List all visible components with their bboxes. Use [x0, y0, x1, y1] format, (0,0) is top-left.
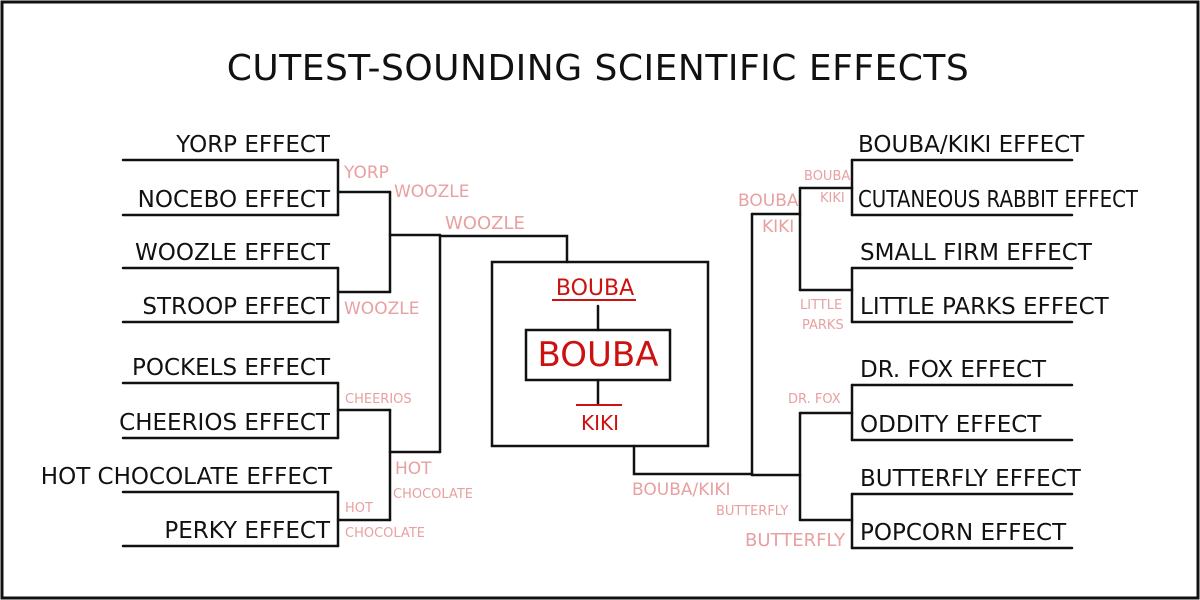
right-r2-winner-kiki: KIKI: [762, 217, 794, 237]
left-entrant-4: STROOP EFFECT: [142, 294, 331, 320]
right-semi-winner: BOUBA/KIKI: [632, 480, 731, 500]
final-bottom-name: KIKI: [581, 411, 619, 435]
left-entrants: YORP EFFECT NOCEBO EFFECT WOOZLE EFFECT …: [41, 132, 333, 544]
final-outer-box: [490, 260, 710, 448]
right-r1-winner-drfox: DR. FOX: [788, 392, 841, 407]
right-r1-winner-bouba: BOUBA: [804, 169, 850, 184]
left-r1-winner-cheerios: CHEERIOS: [345, 392, 412, 407]
diagram-title: CUTEST-SOUNDING SCIENTIFIC EFFECTS: [227, 48, 970, 89]
right-r2-winner-bouba: BOUBA: [738, 191, 799, 211]
final-box: BOUBA BOUBA KIKI: [490, 260, 710, 448]
right-r1-winner-parks: PARKS: [802, 318, 844, 333]
left-r2-winner-chocolate: CHOCOLATE: [393, 487, 473, 502]
left-entrant-7: HOT CHOCOLATE EFFECT: [41, 464, 333, 490]
left-winner-labels: YORP WOOZLE CHEERIOS HOT CHOCOLATE WOOZL…: [343, 163, 525, 541]
left-to-final-line: [438, 234, 569, 264]
left-r1-winner-woozle: WOOZLE: [344, 299, 419, 319]
right-entrants: BOUBA/KIKI EFFECT CUTANEOUS RABBIT EFFEC…: [858, 132, 1139, 546]
left-entrant-6: CHEERIOS EFFECT: [119, 410, 331, 436]
right-r1-winner-butterfly: BUTTERFLY: [716, 504, 788, 519]
left-bracket-lines: [121, 158, 569, 548]
right-entrant-5: DR. FOX EFFECT: [860, 357, 1047, 383]
left-r2-winner-hot: HOT: [395, 459, 432, 479]
right-entrant-8: POPCORN EFFECT: [860, 520, 1067, 546]
left-entrant-2: NOCEBO EFFECT: [138, 187, 331, 213]
right-entrant-4: LITTLE PARKS EFFECT: [860, 294, 1110, 320]
right-r1-winner-little: LITTLE: [800, 298, 842, 313]
right-entrant-7: BUTTERFLY EFFECT: [860, 466, 1082, 492]
left-entrant-1: YORP EFFECT: [175, 132, 331, 158]
final-top-name: BOUBA: [556, 276, 634, 301]
left-semi-winner: WOOZLE: [445, 213, 525, 234]
left-entrant-5: POCKELS EFFECT: [132, 355, 331, 381]
right-entrant-2: CUTANEOUS RABBIT EFFECT: [858, 187, 1139, 213]
right-to-final-line: [632, 444, 754, 476]
right-entrant-1: BOUBA/KIKI EFFECT: [858, 132, 1085, 158]
right-winner-labels: BOUBA KIKI LITTLE PARKS DR. FOX BUTTERFL…: [632, 169, 850, 551]
left-r1-winner-yorp: YORP: [343, 163, 389, 183]
right-entrant-6: ODDITY EFFECT: [860, 412, 1042, 438]
right-r1-winner-kiki: KIKI: [820, 191, 845, 206]
right-bracket-lines: [632, 158, 1074, 550]
left-r1-winner-chocolate: CHOCOLATE: [345, 526, 425, 541]
champion-name: BOUBA: [538, 335, 659, 375]
left-entrant-3: WOOZLE EFFECT: [135, 240, 331, 266]
left-r2-winner-woozle: WOOZLE: [394, 182, 469, 202]
right-r2-winner-butterfly: BUTTERFLY: [745, 530, 846, 551]
right-entrant-3: SMALL FIRM EFFECT: [860, 240, 1093, 266]
left-entrant-8: PERKY EFFECT: [164, 518, 331, 544]
left-r1-winner-hot: HOT: [345, 501, 373, 516]
